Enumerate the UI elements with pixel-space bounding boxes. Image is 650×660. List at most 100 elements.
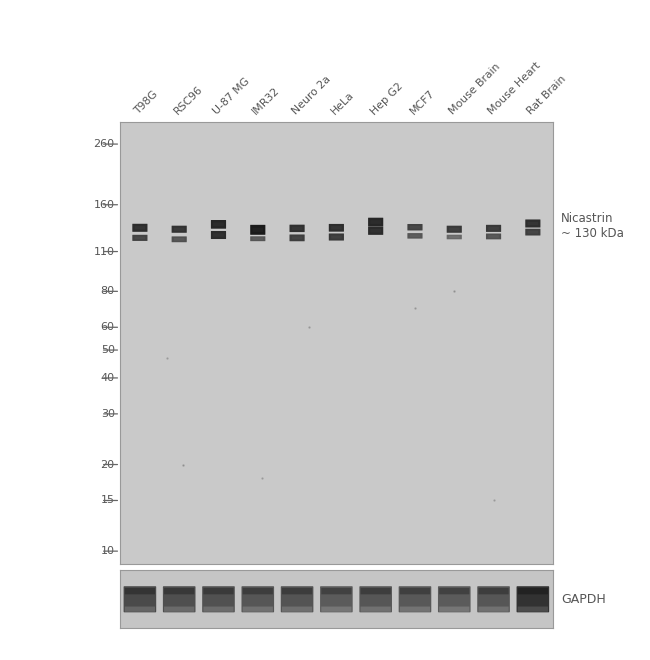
FancyBboxPatch shape (400, 588, 430, 595)
Text: GAPDH: GAPDH (561, 593, 606, 606)
Text: 110: 110 (94, 247, 114, 257)
FancyBboxPatch shape (329, 224, 344, 232)
Text: IMR32: IMR32 (251, 85, 282, 117)
Text: Rat Brain: Rat Brain (526, 74, 568, 117)
FancyBboxPatch shape (124, 586, 156, 612)
Text: 50: 50 (101, 345, 114, 355)
FancyBboxPatch shape (213, 222, 224, 226)
FancyBboxPatch shape (203, 588, 233, 595)
FancyBboxPatch shape (281, 586, 313, 612)
FancyBboxPatch shape (488, 235, 499, 238)
Text: 30: 30 (101, 409, 114, 419)
FancyBboxPatch shape (329, 234, 344, 240)
FancyBboxPatch shape (211, 231, 226, 239)
Text: RSC96: RSC96 (172, 84, 205, 117)
Text: MCF7: MCF7 (408, 88, 436, 117)
FancyBboxPatch shape (331, 226, 342, 230)
FancyBboxPatch shape (517, 588, 548, 595)
Text: Hep G2: Hep G2 (369, 81, 404, 117)
FancyBboxPatch shape (449, 228, 460, 231)
FancyBboxPatch shape (525, 229, 540, 236)
Text: Mouse Heart: Mouse Heart (486, 61, 543, 117)
Text: Neuro 2a: Neuro 2a (290, 74, 332, 117)
FancyBboxPatch shape (359, 586, 392, 612)
FancyBboxPatch shape (125, 607, 155, 612)
Text: 15: 15 (101, 496, 114, 506)
FancyBboxPatch shape (202, 586, 235, 612)
FancyBboxPatch shape (125, 588, 155, 595)
FancyBboxPatch shape (361, 607, 391, 612)
FancyBboxPatch shape (438, 586, 471, 612)
FancyBboxPatch shape (213, 233, 224, 237)
FancyBboxPatch shape (164, 607, 194, 612)
FancyBboxPatch shape (400, 607, 430, 612)
FancyBboxPatch shape (517, 607, 548, 612)
FancyBboxPatch shape (477, 586, 510, 612)
Text: 160: 160 (94, 200, 114, 210)
FancyBboxPatch shape (292, 227, 302, 230)
Text: 260: 260 (94, 139, 114, 149)
FancyBboxPatch shape (525, 220, 540, 228)
FancyBboxPatch shape (282, 588, 312, 595)
Text: HeLa: HeLa (330, 90, 356, 117)
FancyBboxPatch shape (289, 224, 305, 232)
FancyBboxPatch shape (439, 588, 469, 595)
FancyBboxPatch shape (282, 607, 312, 612)
FancyBboxPatch shape (252, 238, 263, 240)
FancyBboxPatch shape (517, 586, 549, 612)
FancyBboxPatch shape (250, 225, 265, 235)
FancyBboxPatch shape (203, 607, 233, 612)
FancyBboxPatch shape (242, 588, 273, 595)
FancyBboxPatch shape (410, 226, 421, 228)
FancyBboxPatch shape (370, 229, 381, 232)
FancyBboxPatch shape (321, 588, 352, 595)
FancyBboxPatch shape (370, 220, 381, 224)
Text: Mouse Brain: Mouse Brain (447, 62, 502, 117)
FancyBboxPatch shape (174, 228, 185, 231)
FancyBboxPatch shape (133, 224, 148, 232)
Text: U-87 MG: U-87 MG (211, 77, 252, 117)
FancyBboxPatch shape (289, 234, 305, 242)
FancyBboxPatch shape (368, 218, 384, 226)
FancyBboxPatch shape (242, 607, 273, 612)
FancyBboxPatch shape (408, 233, 422, 239)
FancyBboxPatch shape (486, 234, 501, 240)
FancyBboxPatch shape (133, 235, 148, 241)
FancyBboxPatch shape (252, 228, 263, 232)
FancyBboxPatch shape (163, 586, 196, 612)
FancyBboxPatch shape (361, 588, 391, 595)
Text: Nicastrin
~ 130 kDa: Nicastrin ~ 130 kDa (561, 213, 624, 240)
Text: 60: 60 (101, 322, 114, 332)
Text: 40: 40 (101, 373, 114, 383)
FancyBboxPatch shape (135, 226, 145, 230)
FancyBboxPatch shape (478, 607, 509, 612)
FancyBboxPatch shape (408, 224, 422, 230)
FancyBboxPatch shape (488, 227, 499, 230)
FancyBboxPatch shape (135, 236, 145, 239)
FancyBboxPatch shape (174, 238, 185, 241)
FancyBboxPatch shape (439, 607, 469, 612)
FancyBboxPatch shape (172, 236, 187, 242)
FancyBboxPatch shape (211, 220, 226, 229)
Text: 80: 80 (101, 286, 114, 296)
FancyBboxPatch shape (368, 226, 384, 235)
FancyBboxPatch shape (528, 222, 538, 225)
FancyBboxPatch shape (528, 230, 538, 234)
FancyBboxPatch shape (320, 586, 353, 612)
FancyBboxPatch shape (447, 226, 462, 233)
FancyBboxPatch shape (447, 235, 462, 240)
FancyBboxPatch shape (242, 586, 274, 612)
Text: 10: 10 (101, 546, 114, 556)
FancyBboxPatch shape (164, 588, 194, 595)
FancyBboxPatch shape (486, 225, 501, 232)
FancyBboxPatch shape (250, 236, 265, 241)
FancyBboxPatch shape (478, 588, 509, 595)
FancyBboxPatch shape (410, 234, 421, 237)
FancyBboxPatch shape (292, 236, 302, 240)
FancyBboxPatch shape (398, 586, 431, 612)
FancyBboxPatch shape (331, 236, 342, 238)
FancyBboxPatch shape (172, 226, 187, 233)
Text: 20: 20 (101, 459, 114, 469)
FancyBboxPatch shape (321, 607, 352, 612)
FancyBboxPatch shape (449, 236, 460, 238)
